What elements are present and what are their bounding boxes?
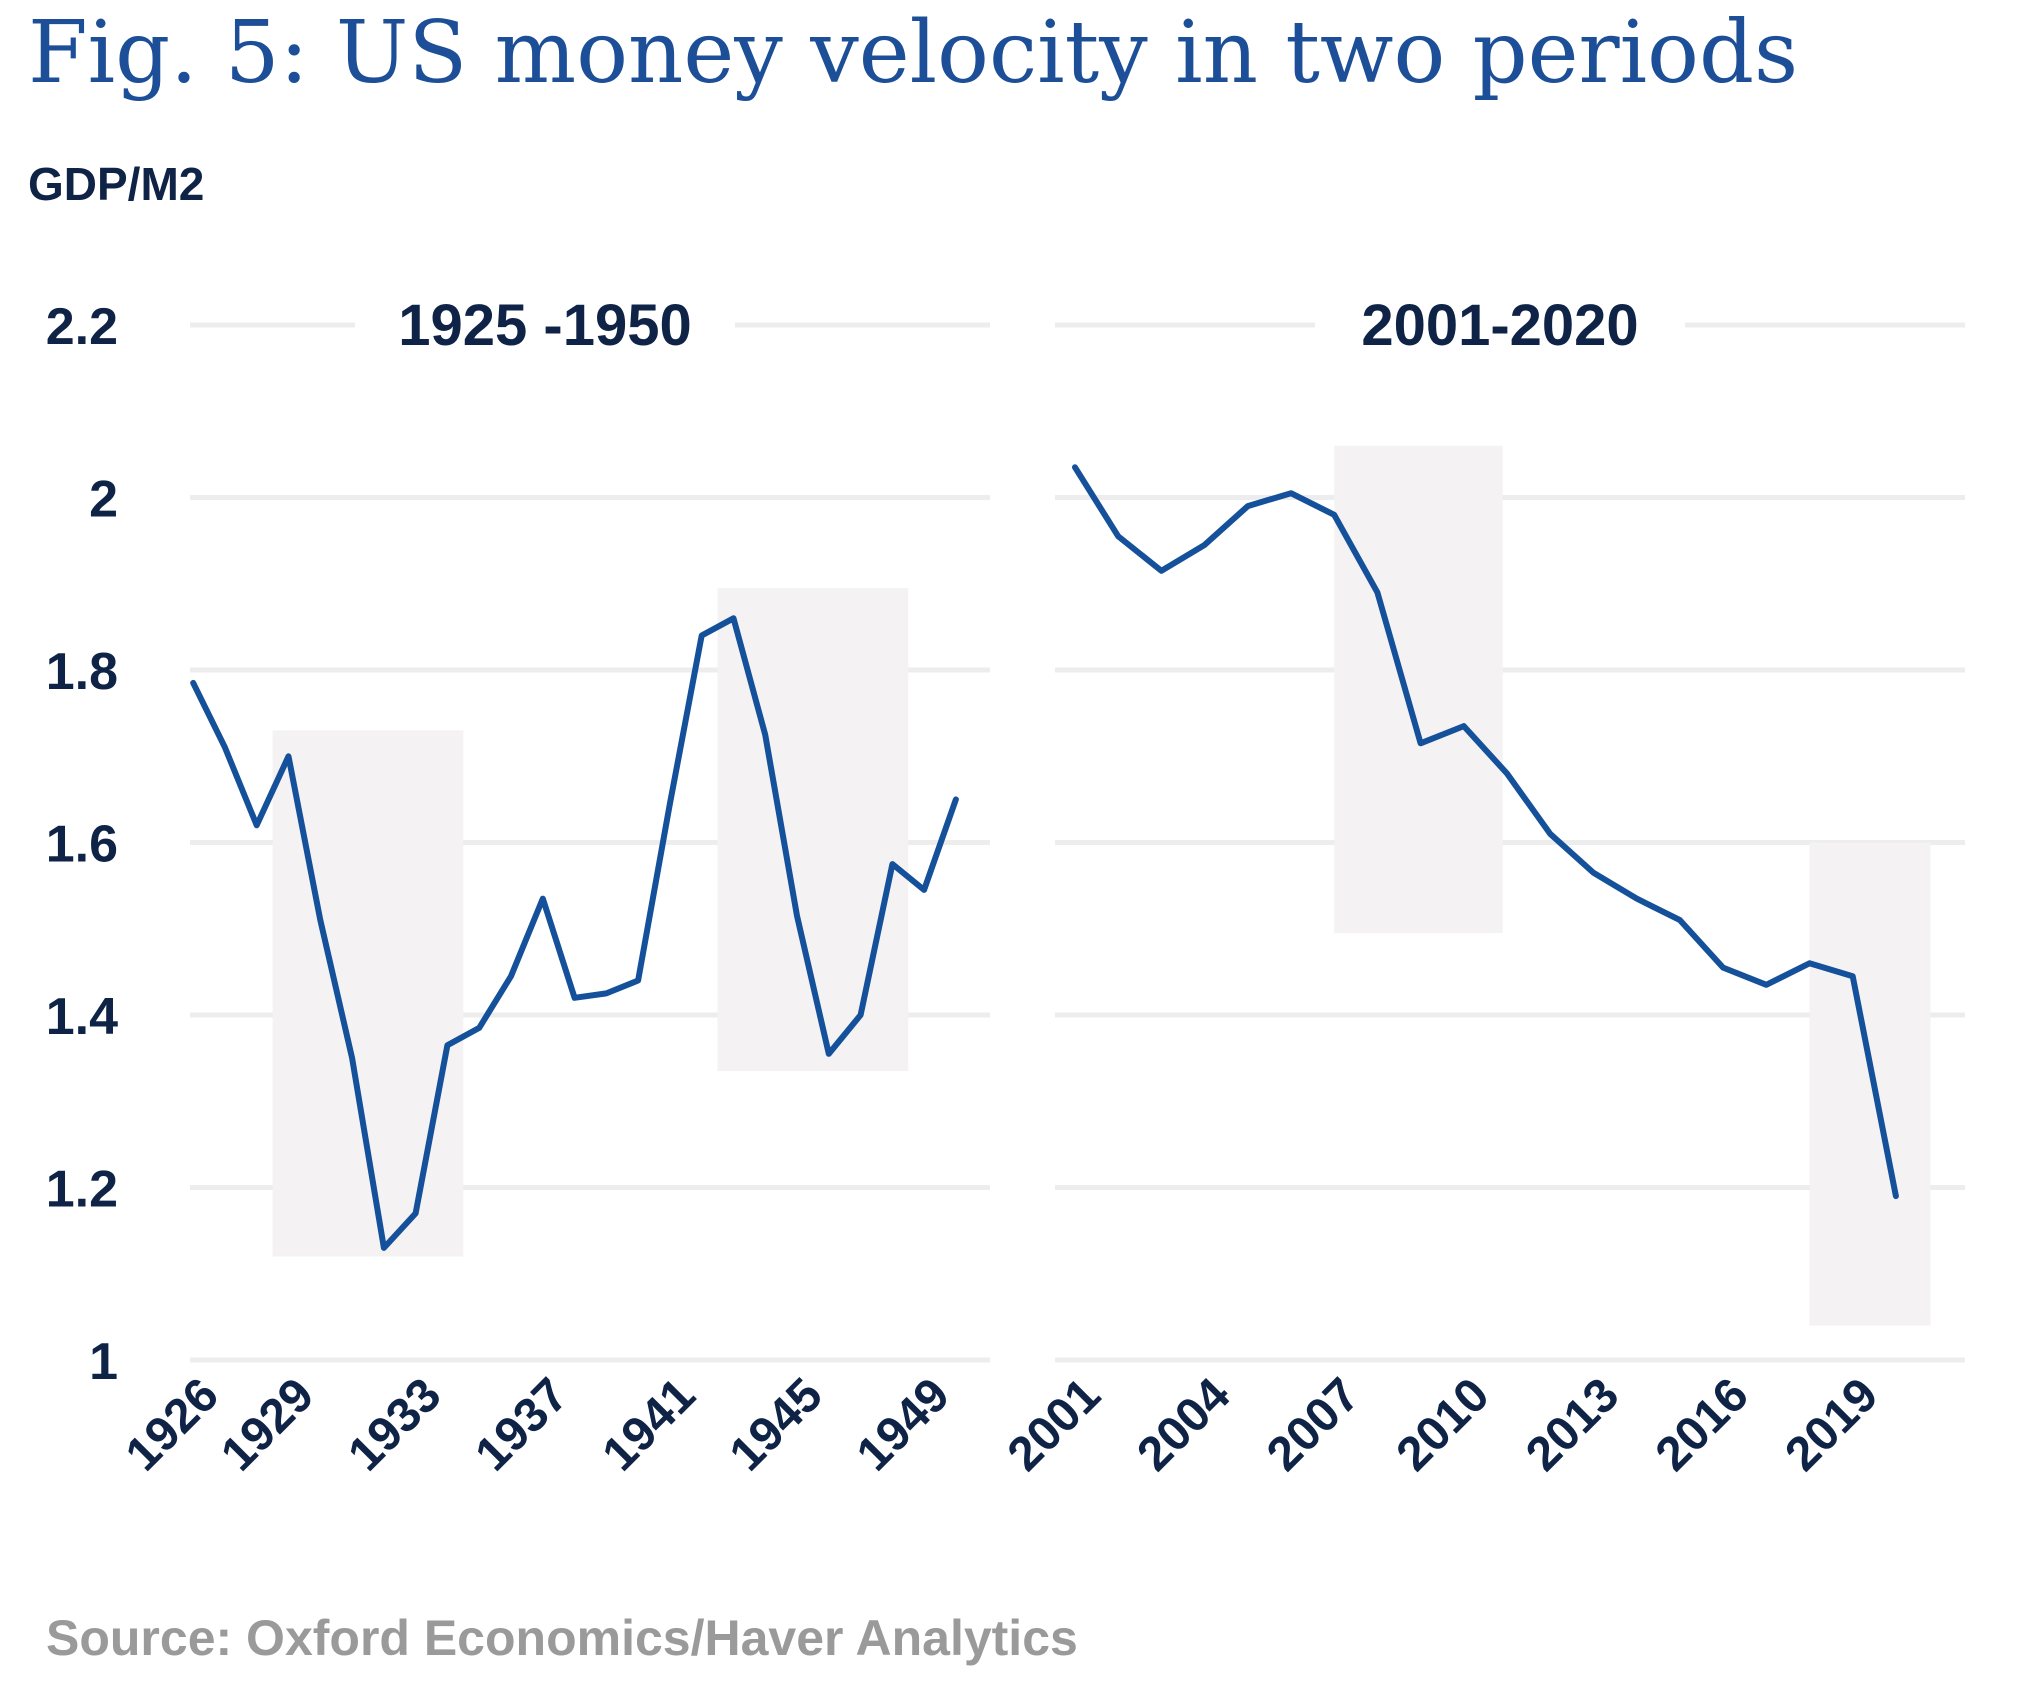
x-tick-label: 2010 xyxy=(1387,1368,1500,1481)
recession-shade xyxy=(1334,445,1503,934)
panel-1-title-background xyxy=(355,295,735,355)
x-tick-label: 1929 xyxy=(211,1368,324,1481)
y-tick-label: 1.6 xyxy=(46,816,118,874)
x-tick-label: 1933 xyxy=(338,1368,451,1481)
y-tick-label: 2.2 xyxy=(46,298,118,356)
x-tick-label: 1926 xyxy=(116,1368,229,1481)
panel-1-title: 1925 -1950 xyxy=(398,293,691,358)
x-tick-label: 2004 xyxy=(1127,1368,1240,1481)
x-tick-label: 2013 xyxy=(1516,1368,1629,1481)
x-tick-label: 1945 xyxy=(720,1368,833,1481)
source-note: Source: Oxford Economics/Haver Analytics xyxy=(46,1610,1078,1666)
x-tick-label: 1941 xyxy=(593,1368,706,1481)
panel-1-velocity-line xyxy=(190,615,959,1251)
chart-title: Fig. 5: US money velocity in two periods xyxy=(28,3,1798,103)
x-tick-label: 1937 xyxy=(466,1368,579,1481)
y-axis-unit-label: GDP/M2 xyxy=(28,158,204,210)
y-tick-label: 2 xyxy=(89,471,118,529)
y-tick-label: 1.8 xyxy=(46,643,118,701)
y-axis-tick-labels: 1 1.2 1.4 1.6 1.8 2 2.2 xyxy=(46,298,118,1391)
x-tick-label: 2001 xyxy=(998,1368,1111,1481)
x-tick-label: 2007 xyxy=(1257,1368,1370,1481)
panel-2001-2020: 2001-2020 2001 2004 2007 2010 2013 2016 2019 xyxy=(998,293,1965,1481)
panel-2-velocity-line xyxy=(1072,464,1899,1200)
x-tick-label: 2019 xyxy=(1775,1368,1888,1481)
x-tick-label: 2016 xyxy=(1646,1368,1759,1481)
y-tick-label: 1 xyxy=(89,1333,118,1391)
recession-shade xyxy=(1809,842,1931,1326)
x-tick-label: 1949 xyxy=(847,1368,960,1481)
panel-2-title: 2001-2020 xyxy=(1361,293,1638,358)
panel-2-title-background xyxy=(1315,295,1685,355)
panel-2-x-tick-labels: 2001 2004 2007 2010 2013 2016 2019 xyxy=(998,1368,1889,1481)
panel-2-recession-shading xyxy=(1334,445,1931,1326)
y-tick-label: 1.2 xyxy=(46,1161,118,1219)
y-tick-label: 1.4 xyxy=(46,988,118,1046)
